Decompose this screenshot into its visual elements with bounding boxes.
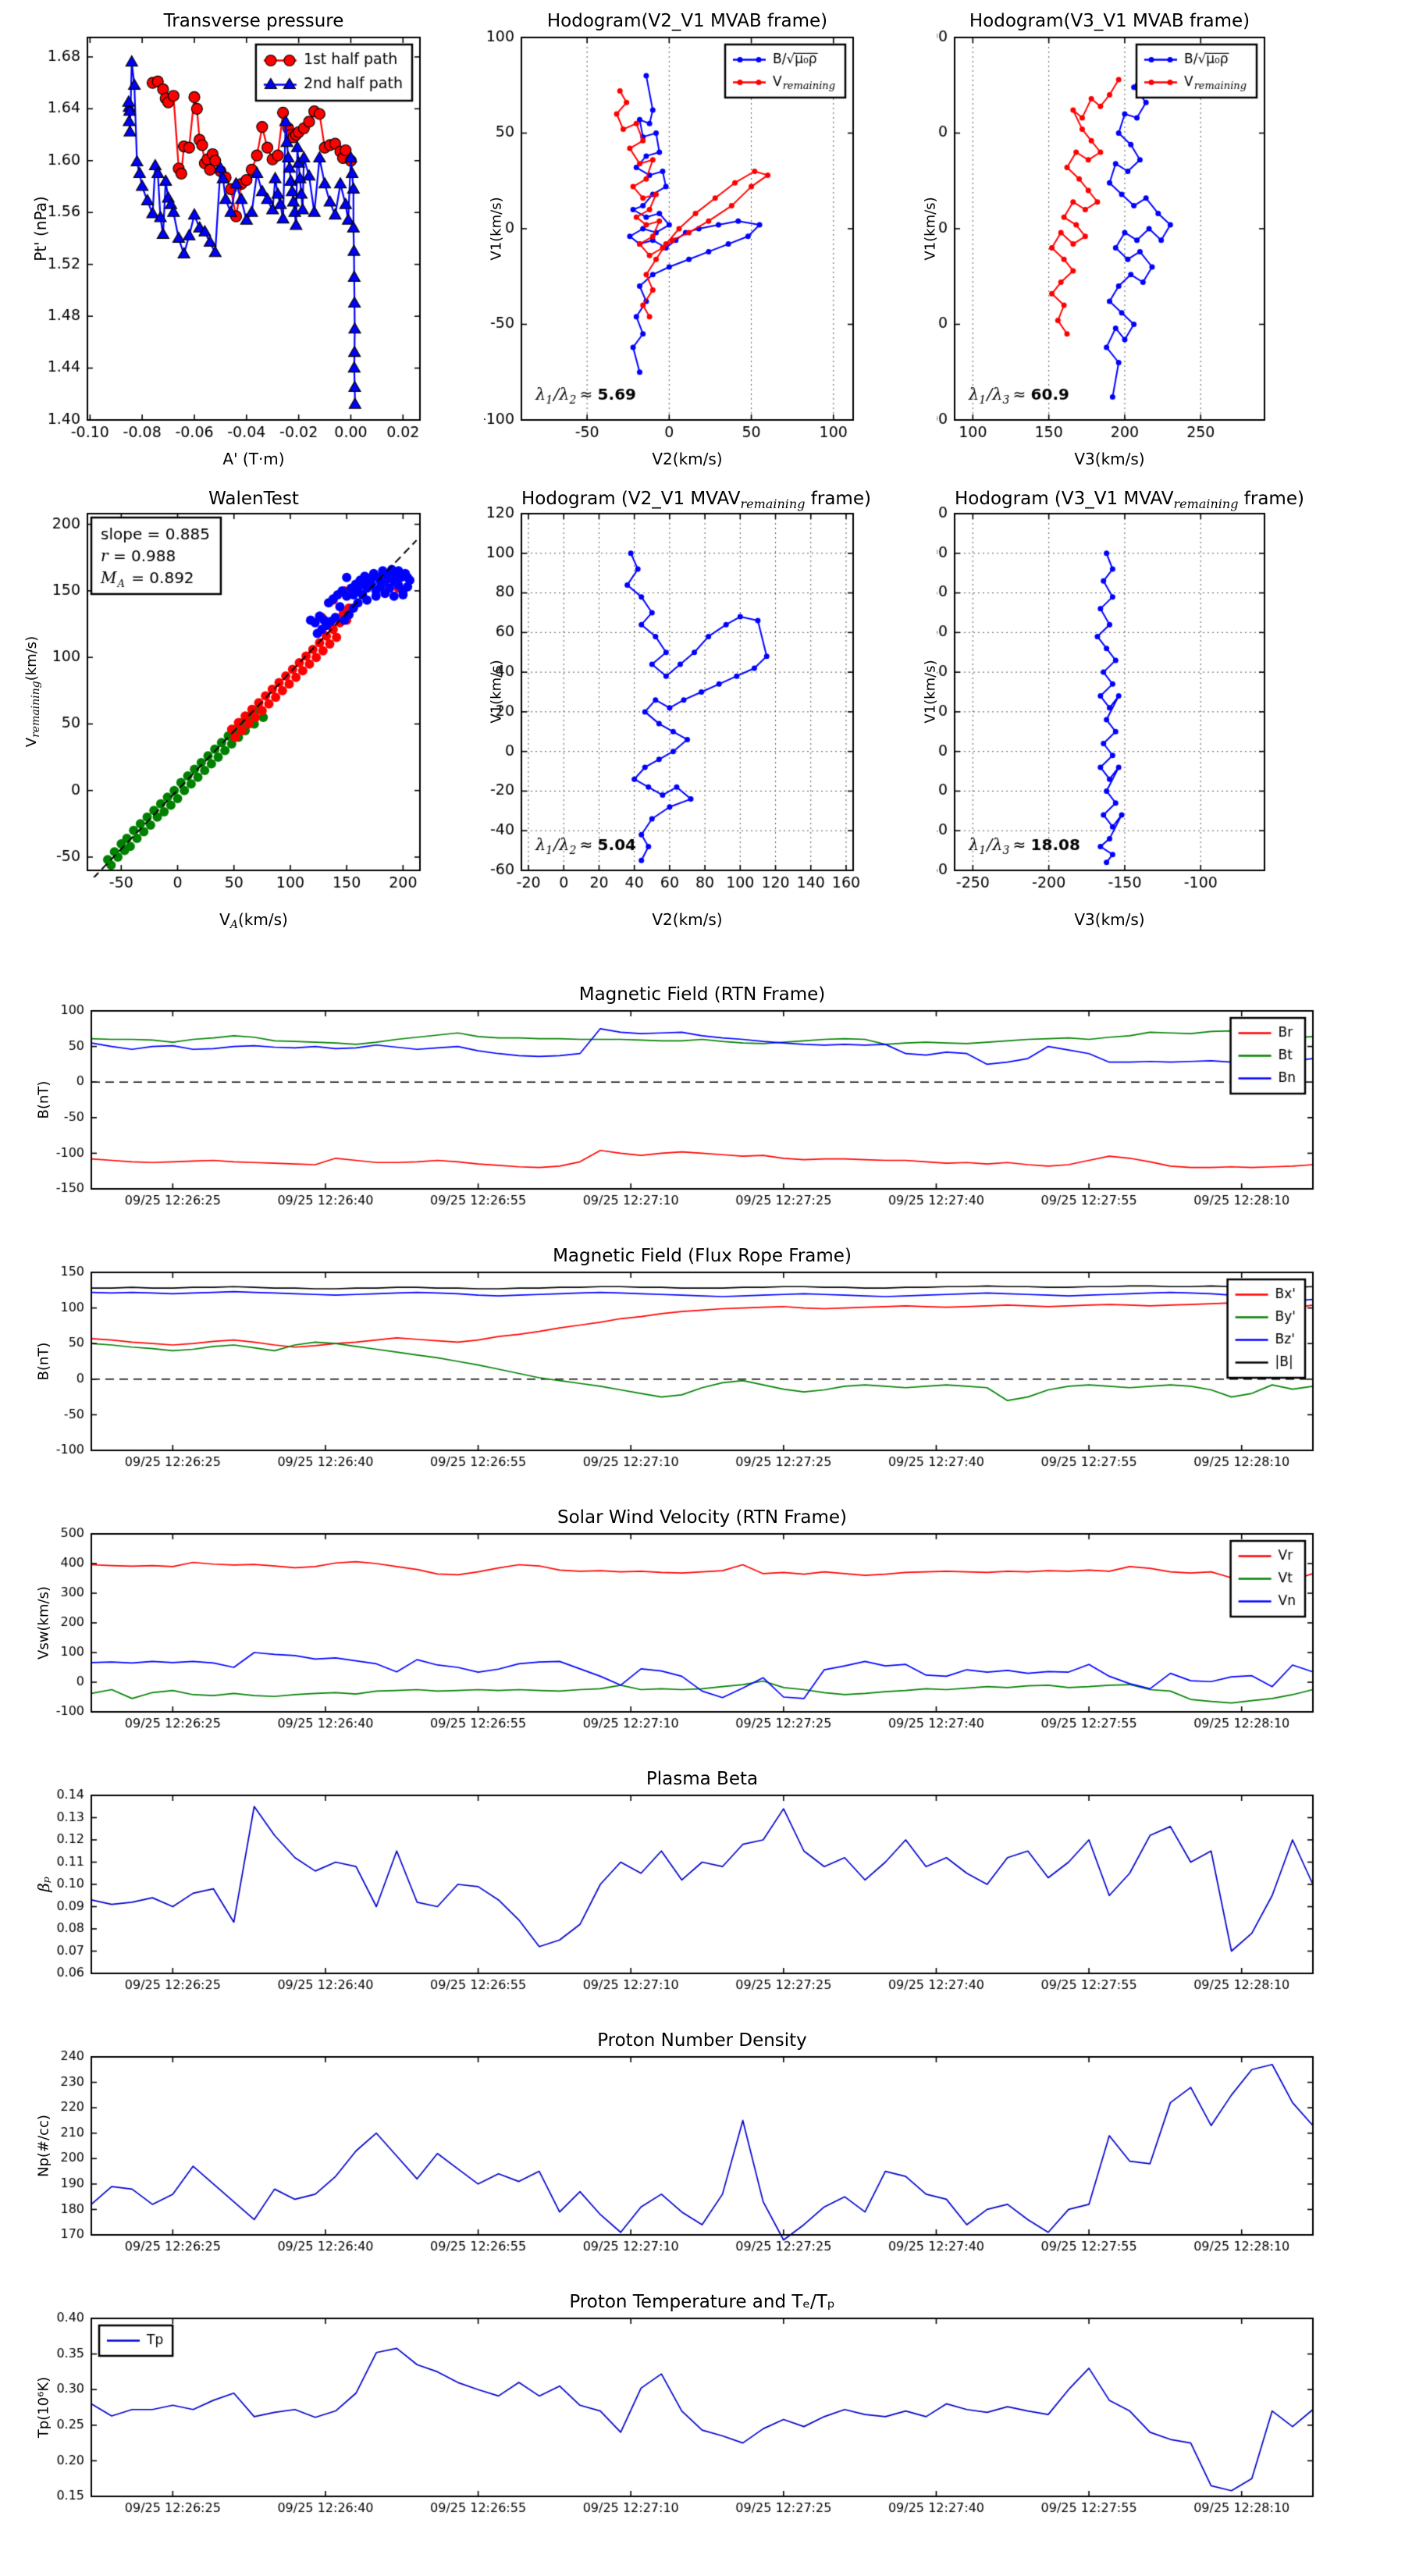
hodogram-v2v1-mvab-ylabel: V1(km/s) xyxy=(488,197,505,261)
hodogram-v3v1-mvav-title-sub: remaining xyxy=(1173,496,1239,511)
proton-density-ylabel: Np(#/cc) xyxy=(35,2115,52,2177)
transverse-pressure-title: Transverse pressure xyxy=(163,11,344,31)
panel-hodogram-v3v1-mvav: Hodogram (V3_V1 MVAVremaining frame) V1(… xyxy=(923,476,1405,956)
panel-transverse-pressure: Transverse pressure Pt' (nPa) A' (T·m) xyxy=(0,0,484,476)
solar-wind-ylabel: Vsw(km/s) xyxy=(35,1586,52,1660)
plasma-beta-title: Plasma Beta xyxy=(646,1769,759,1789)
proton-temp-title: Proton Temperature and Tₑ/Tₚ xyxy=(569,2292,835,2312)
proton-temp-chart xyxy=(0,2264,1405,2576)
plasma-beta-chart xyxy=(0,1741,1405,2002)
walen-ylabel-sub: remaining xyxy=(30,681,42,738)
panel-proton-density: Proton Number Density Np(#/cc) xyxy=(0,2002,1405,2264)
solar-wind-chart xyxy=(0,1479,1405,1741)
hodogram-v2v1-mvav-ylabel: V1(km/s) xyxy=(488,660,505,724)
hodogram-v3v1-mvab-ylabel: V1(km/s) xyxy=(922,197,939,261)
walen-xlabel-sub: A xyxy=(229,919,238,931)
hodogram-v2v1-mvab-title: Hodogram(V2_V1 MVAB frame) xyxy=(546,11,828,31)
panel-hodogram-v2v1-mvab: Hodogram(V2_V1 MVAB frame) V1(km/s) V2(k… xyxy=(484,0,937,476)
hodogram-v3v1-mvav-chart xyxy=(937,476,1405,956)
walen-test-title: WalenTest xyxy=(208,489,299,509)
hodogram-v3v1-mvab-title: Hodogram(V3_V1 MVAB frame) xyxy=(969,11,1250,31)
hodogram-v2v1-mvav-title-sub: remaining xyxy=(740,496,806,511)
solar-wind-title: Solar Wind Velocity (RTN Frame) xyxy=(557,1507,848,1528)
hodogram-v3v1-mvav-xlabel: V3(km/s) xyxy=(1074,910,1145,929)
hodogram-v2v1-mvab-xlabel: V2(km/s) xyxy=(652,450,723,468)
hodogram-v3v1-mvab-xlabel: V3(km/s) xyxy=(1074,450,1145,468)
walen-test-chart xyxy=(0,476,484,956)
mag-rtn-ylabel: B(nT) xyxy=(35,1080,52,1119)
transverse-pressure-xlabel: A' (T·m) xyxy=(222,450,285,468)
mag-fluxrope-ylabel: B(nT) xyxy=(35,1342,52,1381)
hodogram-v2v1-mvav-title-end: frame) xyxy=(805,489,871,509)
hodogram-v2v1-mvav-xlabel: V2(km/s) xyxy=(652,910,723,929)
transverse-pressure-chart xyxy=(0,0,484,476)
panel-plasma-beta: Plasma Beta βₚ xyxy=(0,1741,1405,2002)
panel-mag-fluxrope: Magnetic Field (Flux Rope Frame) B(nT) xyxy=(0,1218,1405,1479)
hodogram-v2v1-mvab-chart xyxy=(484,0,937,476)
hodogram-v2v1-mvav-title: Hodogram (V2_V1 MVAVremaining frame) xyxy=(521,489,871,511)
mag-rtn-title: Magnetic Field (RTN Frame) xyxy=(578,984,826,1005)
panel-hodogram-v2v1-mvav: Hodogram (V2_V1 MVAVremaining frame) V1(… xyxy=(484,476,937,956)
walen-test-xlabel: VA(km/s) xyxy=(87,910,420,931)
hodogram-v3v1-mvav-ylabel: V1(km/s) xyxy=(922,660,939,724)
transverse-pressure-ylabel: Pt' (nPa) xyxy=(31,196,50,262)
hodogram-v2v1-mvav-chart xyxy=(484,476,937,956)
mag-fluxrope-chart xyxy=(0,1218,1405,1479)
panel-walen-test: WalenTest Vremaining(km/s) VA(km/s) xyxy=(0,476,484,956)
proton-temp-ylabel: Tp(10⁶K) xyxy=(35,2376,52,2439)
mag-rtn-chart xyxy=(0,956,1405,1218)
panel-proton-temp: Proton Temperature and Tₑ/Tₚ Tp(10⁶K) xyxy=(0,2264,1405,2576)
panel-mag-rtn: Magnetic Field (RTN Frame) B(nT) xyxy=(0,956,1405,1218)
hodogram-v3v1-mvab-chart xyxy=(937,0,1405,476)
hodogram-v3v1-mvav-title: Hodogram (V3_V1 MVAVremaining frame) xyxy=(955,489,1304,511)
walen-ylabel-main: V xyxy=(23,737,40,748)
walen-ylabel-end: (km/s) xyxy=(23,635,40,681)
mag-fluxrope-title: Magnetic Field (Flux Rope Frame) xyxy=(553,1246,852,1266)
proton-density-title: Proton Number Density xyxy=(597,2030,807,2051)
hodogram-v3v1-mvav-title-main: Hodogram (V3_V1 MVAV xyxy=(955,489,1174,509)
panel-hodogram-v3v1-mvab: Hodogram(V3_V1 MVAB frame) V1(km/s) V3(k… xyxy=(923,0,1405,476)
walen-test-ylabel: Vremaining(km/s) xyxy=(23,636,42,747)
hodogram-v2v1-mvav-title-main: Hodogram (V2_V1 MVAV xyxy=(521,489,741,509)
proton-density-chart xyxy=(0,2002,1405,2264)
walen-xlabel-end: (km/s) xyxy=(237,910,288,929)
hodogram-v3v1-mvav-title-end: frame) xyxy=(1238,489,1304,509)
plasma-beta-ylabel: βₚ xyxy=(34,1877,53,1892)
panel-solar-wind: Solar Wind Velocity (RTN Frame) Vsw(km/s… xyxy=(0,1479,1405,1741)
walen-xlabel-main: V xyxy=(219,910,230,929)
